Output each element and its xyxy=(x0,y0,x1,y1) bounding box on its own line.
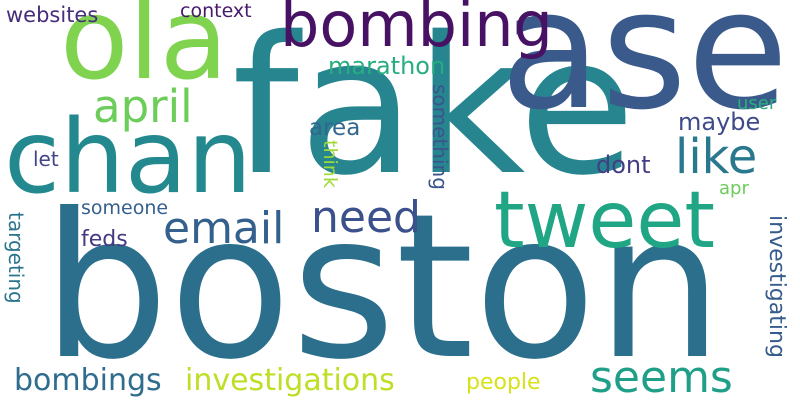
word-tweet: tweet xyxy=(494,176,715,266)
word-context: context xyxy=(180,0,252,22)
word-feds: feds xyxy=(81,227,128,252)
word-bombing: bombing xyxy=(280,0,553,61)
word-need: need xyxy=(311,192,421,243)
word-apr: apr xyxy=(719,178,749,199)
word-april: april xyxy=(93,80,193,133)
word-area: area xyxy=(309,115,361,141)
word-let: let xyxy=(33,147,59,171)
word-bombings: bombings xyxy=(14,363,162,398)
word-like: like xyxy=(675,129,758,185)
word-maybe: maybe xyxy=(678,108,761,136)
word-seems: seems xyxy=(590,352,733,400)
word-websites: websites xyxy=(6,3,99,27)
word-boston: boston xyxy=(42,171,724,400)
word-people: people xyxy=(466,370,541,395)
word-something: something xyxy=(428,84,452,190)
word-someone: someone xyxy=(81,197,169,219)
word-think: think xyxy=(319,140,341,188)
word-ola: ola xyxy=(60,0,229,105)
word-investigations: investigations xyxy=(185,363,395,398)
word-email: email xyxy=(163,203,285,254)
word-chan: chan xyxy=(4,98,252,217)
word-ase: ase xyxy=(500,0,789,146)
word-targeting: targeting xyxy=(4,212,28,304)
word-user: user xyxy=(737,93,777,114)
word-dont: dont xyxy=(596,151,651,179)
word-investigating: investigating xyxy=(764,215,789,358)
word-fake: fake xyxy=(232,0,636,217)
word-marathon: marathon xyxy=(328,52,446,80)
